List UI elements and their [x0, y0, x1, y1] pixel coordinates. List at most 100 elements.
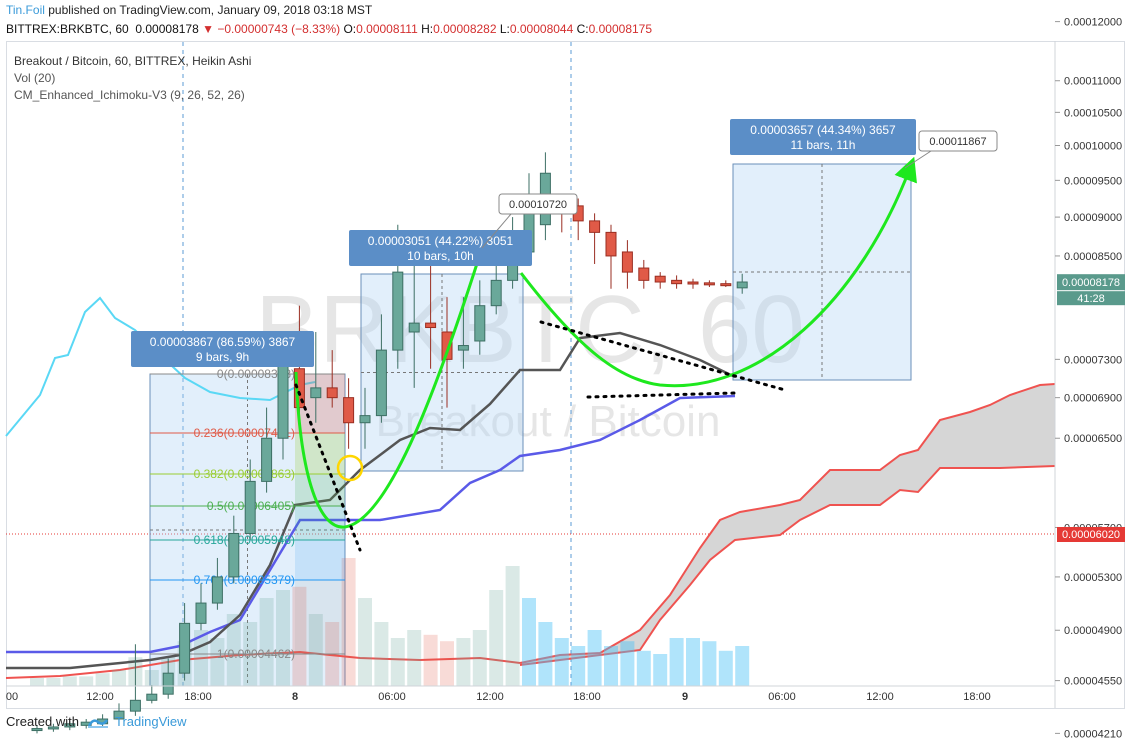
candle-body: [31, 728, 43, 732]
high-label: H:: [421, 22, 434, 36]
price-change: −0.00000743 (−8.33%): [217, 22, 341, 36]
price-tick-label: 0.00008500: [1064, 251, 1122, 263]
measure-label-line2: 10 bars, 10h: [407, 249, 474, 263]
callout-box: [918, 130, 998, 152]
low-label: L:: [499, 22, 510, 36]
candle-body: [736, 281, 748, 289]
volume-bar: [456, 638, 471, 686]
volume-bar: [292, 586, 307, 686]
cloud-fill: [520, 384, 1055, 665]
candle-body: [474, 305, 486, 342]
volume-bar: [210, 638, 225, 686]
price-tick-label: 0.00004550: [1064, 676, 1122, 688]
countdown-badge: [1057, 291, 1125, 306]
volume-bar: [538, 622, 553, 686]
candle-body: [211, 576, 223, 604]
candle-body: [129, 699, 141, 712]
candle-body: [326, 387, 338, 399]
base-line: [6, 394, 736, 654]
conversion-line: [6, 331, 736, 670]
fib-level-label: 0.618(0.00005948): [194, 533, 295, 547]
time-tick-label: 18:00: [184, 691, 212, 703]
chart-frame: [6, 41, 1125, 709]
price-axis[interactable]: 0.000140000.000130000.000120000.00011000…: [1055, 0, 1125, 740]
candle-body: [457, 345, 469, 351]
fib-level-label: 0(0.00008348): [217, 367, 295, 381]
fib-level-label: 0.764(0.00005379): [194, 573, 295, 587]
candle-body: [146, 693, 158, 701]
ref-price-badge: [1057, 527, 1125, 542]
volume-bar: [226, 614, 241, 686]
cup-curve-1: [294, 247, 484, 529]
price-tick-label: 0.00007300: [1064, 354, 1122, 366]
candle-body: [195, 602, 207, 624]
candle-body: [310, 387, 322, 399]
measure-label-line2: 9 bars, 9h: [196, 350, 249, 364]
time-axis[interactable]: 00 12:00 18:00 8 06:00 12:00 18:00 9 06:00 12:00 1…: [6, 691, 991, 703]
time-tick-label: 06:00: [378, 691, 406, 703]
fib-zone: [295, 540, 345, 580]
volume-bar: [587, 630, 602, 686]
price-tick-label: 0.00012000: [1064, 17, 1122, 29]
ref-price-label: 0.00006020: [1062, 529, 1120, 541]
close-value: 0.00008175: [588, 22, 653, 36]
candle-body: [244, 480, 256, 534]
tradingview-link[interactable]: TradingView: [114, 714, 187, 729]
volume-bar: [390, 638, 405, 686]
legend-main: Breakout / Bitcoin, 60, BITTREX, Heikin …: [14, 54, 251, 68]
candle-body: [720, 283, 732, 287]
time-tick-label: 12:00: [866, 691, 894, 703]
fib-zone: [295, 580, 345, 654]
candle-body: [687, 281, 699, 285]
price-tick-label: 0.00006500: [1064, 433, 1122, 445]
time-tick-label: 12:00: [476, 691, 504, 703]
price-tick-label: 0.00009500: [1064, 175, 1122, 187]
dotted-resistance: [539, 320, 787, 392]
volume-bar: [341, 558, 356, 686]
time-tick-label: 06:00: [768, 691, 796, 703]
footer: Created with TradingView: [6, 714, 187, 729]
last-price: 0.00008178: [135, 22, 199, 36]
measure-label-line1: 0.00003867 (86.59%) 3867: [150, 335, 296, 349]
volume-bar: [112, 670, 126, 686]
volume-bar: [686, 638, 700, 686]
candle-body: [47, 726, 59, 730]
candle-body: [425, 322, 437, 329]
cloud-span-a: [519, 383, 1056, 664]
candle-body: [343, 397, 355, 424]
author-link[interactable]: Tin.Foil: [6, 3, 45, 17]
candle-body: [162, 672, 174, 695]
candle-body: [490, 279, 502, 307]
countdown-label: 41:28: [1077, 293, 1105, 305]
name-watermark: Breakout / Bitcoin: [376, 397, 721, 446]
volume-bar: [276, 590, 290, 686]
time-tick-label: 00: [6, 691, 18, 703]
volume-bar: [636, 650, 651, 686]
volume-bar: [79, 676, 94, 686]
candle-body: [113, 710, 125, 720]
cloud-span-b: [519, 465, 1056, 666]
symbol-label: BITTREX:BRKBTC, 60: [6, 22, 129, 36]
candle-body: [392, 271, 404, 351]
open-label: O:: [343, 22, 357, 36]
volume-bar: [620, 641, 635, 686]
price-tick-label: 0.00009000: [1064, 212, 1122, 224]
open-value: 0.00008111: [356, 22, 418, 36]
candle-body: [703, 282, 715, 286]
candle-body: [605, 231, 617, 257]
candle-body: [375, 349, 387, 417]
callout-text: 0.00010720: [509, 199, 567, 211]
last-price-badge: [1057, 274, 1125, 291]
created-with-text: Created with: [6, 714, 79, 729]
volume-bar: [374, 622, 389, 686]
price-tick-label: 0.00011000: [1064, 76, 1121, 88]
volume-bar: [669, 638, 684, 686]
cup-curve-2-arrow: [519, 156, 917, 388]
fib-level-label: 0.382(0.00006863): [194, 467, 295, 481]
volume-bar: [554, 638, 569, 686]
last-price-label: 0.00008178: [1062, 277, 1120, 289]
candle-body: [654, 275, 666, 283]
volume-bar: [604, 646, 618, 686]
